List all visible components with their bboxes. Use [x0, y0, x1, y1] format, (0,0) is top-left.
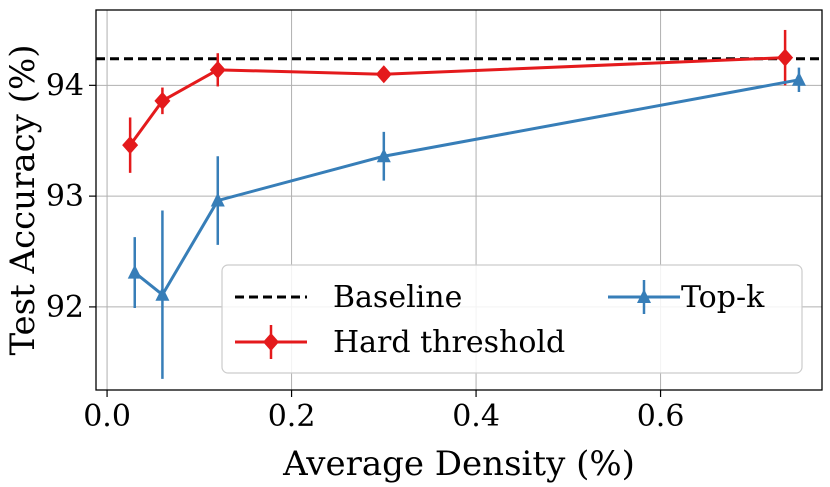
- series-line: [133, 78, 800, 297]
- data-point: [209, 60, 226, 79]
- data-point: [210, 192, 225, 207]
- x-tick-label: 0.6: [637, 399, 685, 434]
- data-point: [122, 136, 139, 155]
- data-point: [375, 65, 392, 84]
- data-point: [154, 91, 171, 110]
- legend-hard-threshold-label: Hard threshold: [333, 325, 565, 360]
- data-point: [376, 148, 391, 163]
- plot-frame: [95, 9, 823, 391]
- y-tick-label: 93: [46, 179, 84, 214]
- legend-hard-threshold: [235, 325, 307, 359]
- data-point: [777, 48, 794, 67]
- y-tick-label: 94: [46, 68, 84, 103]
- legend: Baseline Hard threshold Top-k: [221, 264, 803, 374]
- legend-top-k: [608, 280, 680, 314]
- x-tick-label: 0.0: [83, 399, 131, 434]
- ticks: 0.0 0.2 0.4 0.6 92 93 94: [46, 68, 685, 434]
- y-tick-label: 92: [46, 290, 84, 325]
- series-hard-threshold: [122, 29, 794, 173]
- x-tick-label: 0.4: [452, 399, 500, 434]
- y-axis-title: Test Accuracy (%): [3, 44, 43, 355]
- legend-baseline-label: Baseline: [333, 280, 462, 315]
- series-layer: [122, 29, 806, 379]
- legend-top-k-label: Top-k: [681, 280, 765, 315]
- legend-hard-threshold-marker: [263, 333, 279, 351]
- data-point: [155, 286, 170, 301]
- series-top-k: [127, 67, 806, 379]
- x-tick-label: 0.2: [268, 399, 316, 434]
- legend-top-k-marker: [637, 289, 651, 303]
- legend-box: [221, 264, 803, 374]
- data-point: [127, 264, 142, 279]
- x-axis-title: Average Density (%): [282, 444, 635, 484]
- data-point: [791, 71, 806, 86]
